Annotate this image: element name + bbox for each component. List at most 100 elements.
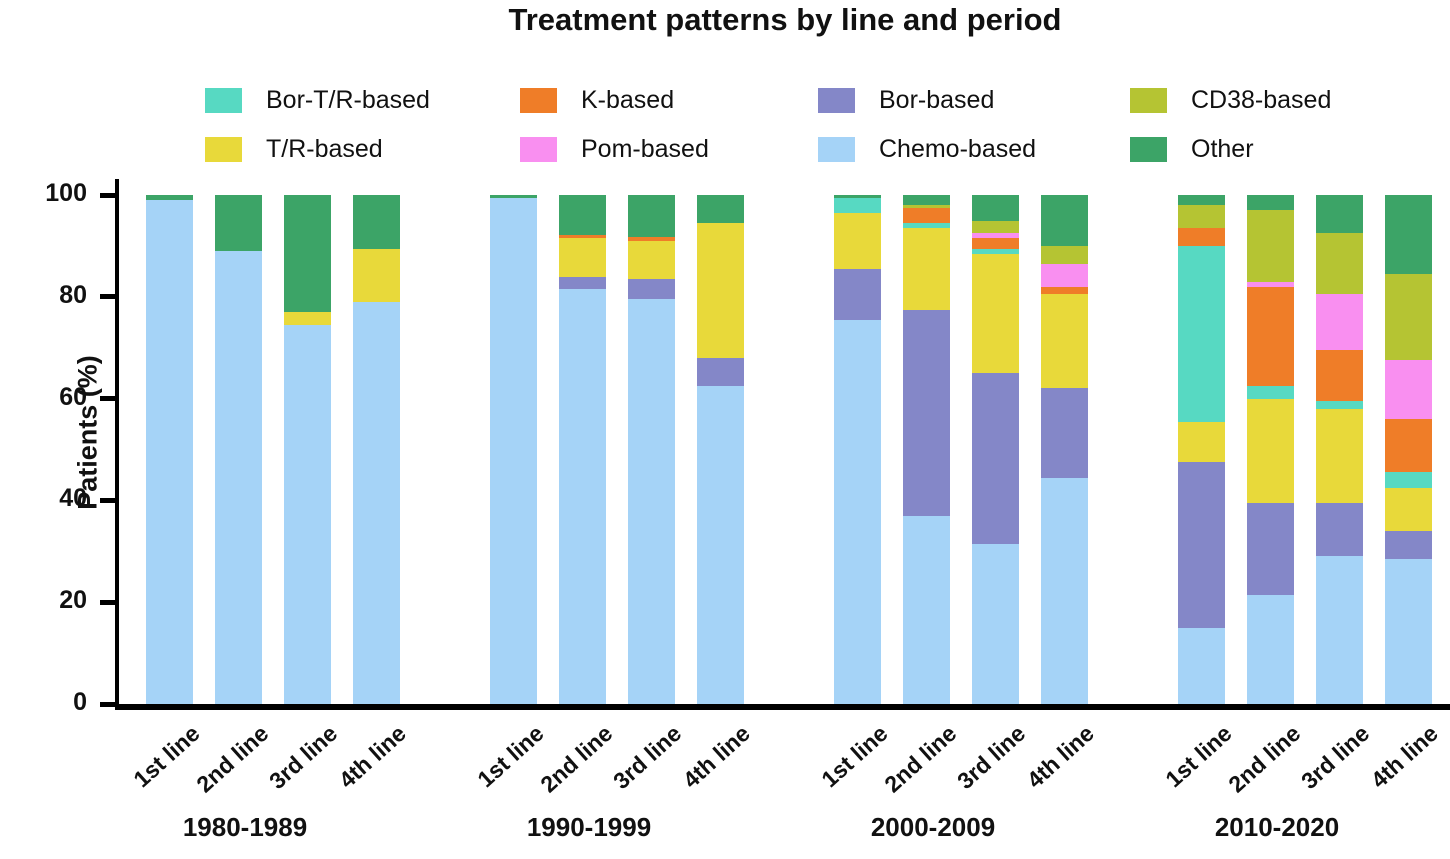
legend-item-cd38-based: CD38-based xyxy=(1130,86,1450,115)
bar-2010-2020-1st-line xyxy=(1178,195,1225,704)
segment-chemo-based xyxy=(146,200,193,704)
segment-other xyxy=(215,195,262,251)
legend-swatch-cd38-based xyxy=(1130,88,1167,113)
x-tick-2000-2009-3rd-line: 3rd line xyxy=(952,710,1030,810)
segment-pom-based xyxy=(1247,281,1294,287)
segment-bor-based xyxy=(1316,503,1363,557)
segment-other xyxy=(1385,195,1432,274)
y-tick-mark-80 xyxy=(100,294,115,300)
bar-2000-2009-3rd-line xyxy=(972,195,1019,704)
period-label-1980-1989: 1980-1989 xyxy=(182,812,308,842)
x-tick-1980-1989-2nd-line: 2nd line xyxy=(191,710,273,810)
bar-group-1980-1989 xyxy=(146,195,400,704)
x-tick-2000-2009-1st-line: 1st line xyxy=(816,710,892,810)
segment-bor-based xyxy=(628,278,675,300)
x-tick-label: 3rd line xyxy=(264,720,343,795)
x-tick-2010-2020-1st-line: 1st line xyxy=(1160,710,1236,810)
segment-chemo-based xyxy=(1041,477,1088,704)
segment-other xyxy=(1041,195,1088,246)
segment-bor-t-r-based xyxy=(1247,386,1294,399)
segment-other xyxy=(353,195,400,249)
segment-cd38-based xyxy=(903,205,950,208)
segment-chemo-based xyxy=(1178,627,1225,704)
segment-chemo-based xyxy=(697,385,744,704)
legend-label-cd38-based: CD38-based xyxy=(1191,86,1332,114)
bar-1980-1989-4th-line xyxy=(353,195,400,704)
x-tick-1990-1999-4th-line: 4th line xyxy=(678,710,755,810)
legend-label-other: Other xyxy=(1191,135,1254,163)
segment-pom-based xyxy=(1041,263,1088,287)
segment-chemo-based xyxy=(1247,594,1294,704)
y-tick-label-40: 40 xyxy=(59,484,87,513)
segment-t-r-based xyxy=(353,248,400,302)
segment-t-r-based xyxy=(628,240,675,279)
bar-1990-1999-1st-line xyxy=(490,195,537,704)
bar-group-1990-1999 xyxy=(490,194,744,704)
x-tick-2000-2009-2nd-line: 2nd line xyxy=(879,710,961,810)
legend-swatch-k-based xyxy=(520,88,557,113)
segment-chemo-based xyxy=(972,543,1019,704)
legend-label-chemo-based: Chemo-based xyxy=(879,135,1037,163)
x-tick-1990-1999-2nd-line: 2nd line xyxy=(535,710,617,810)
segment-chemo-based xyxy=(903,515,950,704)
segment-other xyxy=(628,194,675,237)
segment-k-based xyxy=(1247,286,1294,387)
segment-k-based xyxy=(903,207,950,224)
bar-1990-1999-4th-line xyxy=(697,195,744,704)
y-tick-label-20: 20 xyxy=(59,586,87,615)
segment-cd38-based xyxy=(972,220,1019,234)
y-tick-label-0: 0 xyxy=(73,688,87,716)
bar-2000-2009-2nd-line xyxy=(903,195,950,704)
x-tick-2010-2020-3rd-line: 3rd line xyxy=(1296,710,1374,810)
segment-other xyxy=(284,195,331,313)
x-label-group-1990-1999: 1st line 2nd line 3rd line 4th line xyxy=(472,710,755,810)
bar-1980-1989-3rd-line xyxy=(284,195,331,704)
segment-chemo-based xyxy=(284,324,331,704)
x-tick-label: 1st line xyxy=(128,720,205,793)
legend-item-tr-based: T/R-based xyxy=(205,135,520,164)
segment-chemo-based xyxy=(834,319,881,704)
y-tick-mark-40 xyxy=(100,497,115,503)
segment-cd38-based xyxy=(1316,233,1363,295)
legend-item-bor-tr-based: Bor-T/R-based xyxy=(205,86,520,115)
segment-chemo-based xyxy=(353,301,400,704)
legend-swatch-bor-tr-based xyxy=(205,88,242,113)
bar-1990-1999-3rd-line xyxy=(628,194,675,704)
segment-pom-based xyxy=(1385,360,1432,419)
x-tick-label: 1st line xyxy=(472,720,549,793)
legend-item-k-based: K-based xyxy=(520,86,818,115)
segment-t-r-based xyxy=(559,238,606,277)
bar-1980-1989-2nd-line xyxy=(215,195,262,704)
segment-other xyxy=(559,195,606,235)
segment-k-based xyxy=(1041,286,1088,295)
segment-chemo-based xyxy=(1385,558,1432,704)
segment-other xyxy=(697,195,744,224)
bar-group-2000-2009 xyxy=(834,195,1088,704)
x-label-group-2000-2009: 1st line 2nd line 3rd line 4th line xyxy=(816,710,1099,810)
legend-label-tr-based: T/R-based xyxy=(266,135,383,163)
period-label-1990-1999: 1990-1999 xyxy=(526,812,652,842)
segment-t-r-based xyxy=(284,312,331,325)
x-tick-label: 3rd line xyxy=(608,720,687,795)
segment-other xyxy=(146,195,193,201)
segment-bor-t-r-based xyxy=(972,248,1019,254)
segment-chemo-based xyxy=(490,197,537,704)
x-tick-label: 1st line xyxy=(1160,720,1237,793)
segment-t-r-based xyxy=(1247,398,1294,504)
x-tick-label: 1st line xyxy=(816,720,893,793)
segment-bor-t-r-based xyxy=(834,197,881,213)
segment-k-based xyxy=(559,234,606,239)
segment-other xyxy=(834,195,881,198)
bar-2010-2020-4th-line xyxy=(1385,195,1432,704)
x-tick-label: 4th line xyxy=(1366,720,1444,794)
legend-item-chemo-based: Chemo-based xyxy=(818,135,1130,164)
segment-bor-t-r-based xyxy=(1178,246,1225,422)
bar-group-2010-2020 xyxy=(1178,195,1432,704)
bar-2000-2009-1st-line xyxy=(834,195,881,704)
legend-swatch-chemo-based xyxy=(818,137,855,162)
x-tick-1990-1999-1st-line: 1st line xyxy=(472,710,548,810)
period-label-2010-2020: 2010-2020 xyxy=(1214,812,1340,842)
y-tick-label-60: 60 xyxy=(59,382,87,411)
segment-t-r-based xyxy=(1178,421,1225,463)
legend-swatch-other xyxy=(1130,137,1167,162)
